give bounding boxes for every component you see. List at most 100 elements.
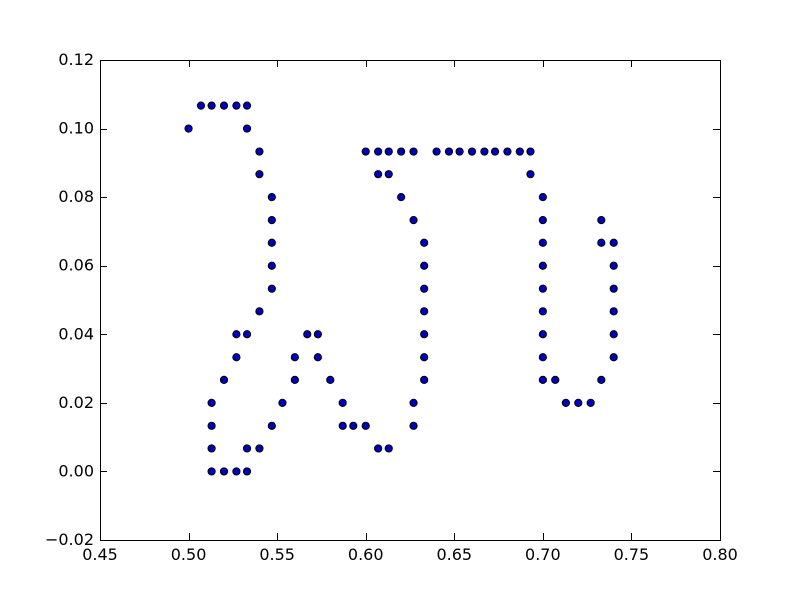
data-point	[349, 421, 358, 430]
data-point	[538, 375, 547, 384]
x-tick-label: 0.80	[702, 545, 738, 564]
data-point	[326, 375, 335, 384]
data-point	[207, 421, 216, 430]
data-point	[267, 216, 276, 225]
data-point	[374, 170, 383, 179]
data-point	[455, 147, 464, 156]
data-point	[597, 375, 606, 384]
data-point	[503, 147, 512, 156]
data-point	[267, 421, 276, 430]
data-point	[526, 147, 535, 156]
data-point	[409, 147, 418, 156]
data-point	[255, 307, 264, 316]
data-point	[420, 353, 429, 362]
data-point	[338, 421, 347, 430]
data-point	[538, 353, 547, 362]
y-tick-label: −0.02	[45, 530, 94, 549]
data-point	[586, 398, 595, 407]
x-axis: 0.45 0.50 0.55 0.60 0.65 0.70 0.75 0.80	[82, 60, 738, 564]
data-point	[232, 101, 241, 110]
data-point	[538, 284, 547, 293]
data-point	[420, 238, 429, 247]
data-point	[338, 398, 347, 407]
data-point	[219, 101, 229, 110]
x-tick-label: 0.60	[348, 545, 384, 564]
data-point	[420, 375, 429, 384]
data-point	[207, 467, 216, 476]
data-point	[290, 375, 299, 384]
data-points	[184, 101, 618, 476]
data-point	[597, 238, 606, 247]
data-point	[467, 147, 477, 156]
data-point	[255, 444, 264, 453]
data-point	[242, 330, 252, 339]
y-tick-label: 0.02	[58, 393, 94, 412]
data-point	[207, 101, 216, 110]
data-point	[313, 353, 322, 362]
data-point	[219, 467, 229, 476]
x-tick-label: 0.55	[259, 545, 295, 564]
data-point	[538, 261, 547, 270]
data-point	[609, 353, 618, 362]
data-point	[242, 467, 252, 476]
data-point	[420, 261, 429, 270]
data-point	[609, 330, 618, 339]
data-point	[538, 238, 547, 247]
data-point	[609, 307, 618, 316]
data-point	[267, 261, 276, 270]
y-tick-label: 0.04	[58, 324, 94, 343]
data-point	[574, 398, 583, 407]
x-tick-label: 0.75	[614, 545, 650, 564]
data-point	[420, 284, 429, 293]
data-point	[232, 467, 241, 476]
data-point	[361, 147, 370, 156]
data-point	[184, 124, 193, 133]
data-point	[609, 284, 618, 293]
data-point	[313, 330, 322, 339]
data-point	[255, 170, 264, 179]
data-point	[420, 330, 429, 339]
data-point	[267, 238, 276, 247]
data-point	[444, 147, 454, 156]
data-point	[397, 147, 406, 156]
y-tick-label: 0.06	[58, 256, 94, 275]
data-point	[219, 375, 229, 384]
y-axis: −0.02 0.00 0.02 0.04 0.06 0.08 0.10 0.12	[45, 50, 720, 549]
data-point	[267, 284, 276, 293]
y-tick-label: 0.08	[58, 187, 94, 206]
data-point	[609, 261, 618, 270]
data-point	[232, 330, 241, 339]
data-point	[207, 398, 216, 407]
data-point	[538, 193, 547, 202]
data-point	[267, 193, 276, 202]
data-point	[384, 444, 393, 453]
data-point	[290, 353, 299, 362]
data-point	[303, 330, 312, 339]
data-point	[561, 398, 570, 407]
data-point	[609, 238, 618, 247]
data-point	[232, 353, 241, 362]
data-point	[420, 307, 429, 316]
data-point	[515, 147, 524, 156]
data-point	[597, 216, 606, 225]
data-point	[409, 216, 418, 225]
data-point	[384, 147, 393, 156]
data-point	[196, 101, 206, 110]
x-tick-label: 0.65	[436, 545, 472, 564]
data-point	[490, 147, 500, 156]
data-point	[374, 147, 383, 156]
data-point	[361, 421, 370, 430]
data-point	[480, 147, 489, 156]
data-point	[409, 421, 418, 430]
data-point	[397, 193, 406, 202]
x-tick-label: 0.70	[525, 545, 561, 564]
y-tick-label: 0.12	[58, 50, 94, 69]
plot-frame	[100, 60, 721, 541]
data-point	[409, 398, 418, 407]
data-point	[538, 330, 547, 339]
data-point	[374, 444, 383, 453]
data-point	[432, 147, 441, 156]
x-tick-label: 0.50	[171, 545, 207, 564]
data-point	[384, 170, 393, 179]
data-point	[242, 444, 252, 453]
